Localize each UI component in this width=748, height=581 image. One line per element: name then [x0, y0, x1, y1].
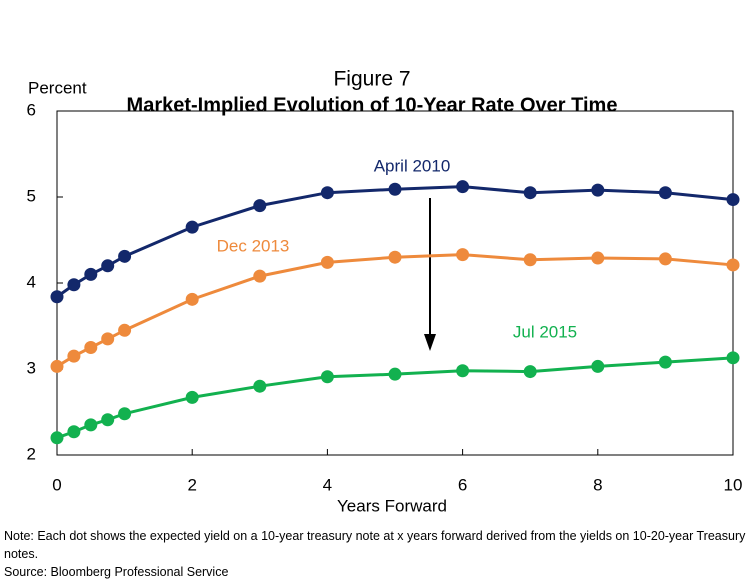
data-point: [50, 290, 64, 304]
data-point: [388, 250, 402, 264]
source: Source: Bloomberg Professional Service: [4, 565, 229, 579]
data-point: [84, 341, 98, 354]
y-tick-label: 2: [27, 444, 36, 463]
data-point: [523, 253, 537, 267]
data-point: [84, 267, 98, 281]
y-tick-label: 5: [27, 186, 36, 205]
data-point: [388, 367, 402, 381]
chart: Figure 7 Market-Implied Evolution of 10-…: [27, 68, 743, 516]
x-tick-label: 4: [323, 475, 332, 494]
data-point: [101, 413, 115, 427]
x-tick-label: 10: [724, 475, 743, 494]
data-point: [658, 355, 672, 369]
x-tick-label: 6: [458, 475, 467, 494]
data-point: [253, 379, 267, 393]
data-point: [50, 431, 64, 445]
data-point: [67, 349, 81, 363]
note: Note: Each dot shows the expected yield …: [4, 529, 746, 561]
data-point: [388, 182, 402, 196]
data-point: [50, 359, 64, 373]
arrow-head: [424, 334, 436, 351]
data-point: [726, 351, 740, 365]
x-tick-label: 2: [187, 475, 196, 494]
data-point: [118, 407, 132, 421]
data-point: [185, 390, 199, 404]
data-point: [591, 359, 605, 373]
x-tick-label: 0: [52, 475, 61, 494]
data-point: [253, 269, 267, 283]
data-point: [118, 323, 132, 337]
data-point: [185, 220, 199, 234]
data-point: [67, 278, 81, 292]
data-point: [320, 186, 334, 200]
x-tick-label: 8: [593, 475, 602, 494]
data-point: [185, 292, 199, 306]
data-point: [523, 186, 537, 200]
data-point: [84, 418, 98, 432]
chart-subtitle: Market-Implied Evolution of 10-Year Rate…: [127, 94, 618, 116]
data-point: [320, 255, 334, 269]
series-line: [56, 185, 734, 298]
x-axis-label: Years Forward: [337, 496, 447, 515]
data-point: [726, 193, 740, 207]
data-point: [253, 199, 267, 213]
chart-title: Figure 7: [333, 68, 410, 91]
data-point: [658, 252, 672, 266]
data-point: [101, 259, 115, 273]
data-point: [726, 258, 740, 272]
data-point: [591, 251, 605, 265]
data-point: [456, 248, 470, 262]
data-point: [456, 364, 470, 378]
data-point: [101, 332, 115, 346]
y-axis-label: Percent: [28, 78, 87, 97]
data-point: [456, 180, 470, 194]
data-point: [658, 186, 672, 200]
y-tick-label: 6: [27, 100, 36, 119]
data-point: [118, 249, 132, 263]
series-label: Dec 2013: [217, 236, 290, 255]
series-label: Jul 2015: [513, 322, 577, 341]
data-point: [67, 425, 81, 439]
series-label: April 2010: [374, 156, 451, 175]
y-tick-label: 3: [27, 358, 36, 377]
data-point: [591, 183, 605, 197]
data-point: [523, 365, 537, 379]
data-point: [320, 370, 334, 384]
series-line: [56, 253, 734, 368]
y-tick-label: 4: [27, 272, 36, 291]
